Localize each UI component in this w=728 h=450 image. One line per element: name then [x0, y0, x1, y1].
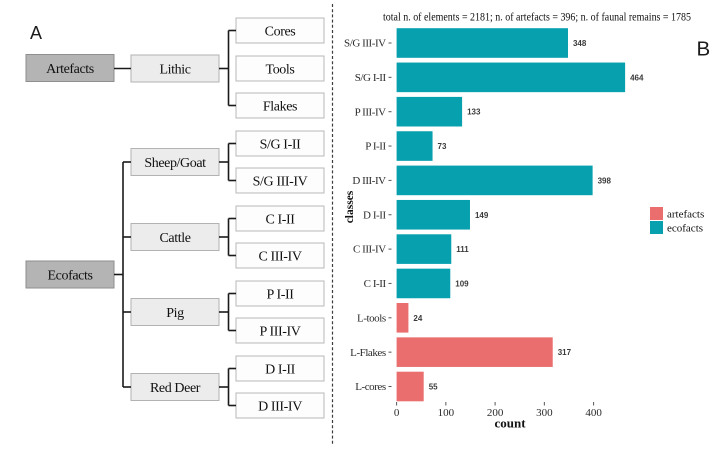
svg-text:L-Flakes: L-Flakes	[350, 347, 386, 359]
svg-text:348: 348	[573, 39, 587, 48]
svg-text:55: 55	[429, 383, 438, 392]
svg-text:ecofacts: ecofacts	[667, 223, 703, 235]
svg-text:Lithic: Lithic	[159, 62, 190, 77]
svg-text:B: B	[697, 37, 711, 60]
svg-text:Tools: Tools	[266, 62, 295, 77]
svg-text:A: A	[30, 23, 42, 43]
svg-text:Flakes: Flakes	[263, 99, 297, 114]
svg-text:24: 24	[413, 314, 422, 323]
svg-text:100: 100	[438, 407, 455, 419]
svg-text:C I-II: C I-II	[364, 278, 387, 290]
svg-text:Ecofacts: Ecofacts	[48, 268, 93, 283]
svg-text:P I-II: P I-II	[365, 141, 386, 153]
svg-text:109: 109	[455, 279, 469, 288]
svg-text:L-cores: L-cores	[355, 381, 386, 393]
svg-text:P III-IV: P III-IV	[355, 106, 387, 118]
svg-text:73: 73	[438, 142, 447, 151]
svg-text:Pig: Pig	[166, 306, 184, 321]
svg-text:C III-IV: C III-IV	[353, 244, 386, 256]
svg-text:C I-II: C I-II	[265, 212, 295, 227]
svg-text:S/G I-II: S/G I-II	[355, 72, 387, 84]
svg-text:L-tools: L-tools	[357, 312, 386, 324]
svg-text:Artefacts: Artefacts	[46, 62, 94, 77]
svg-text:total n. of elements = 2181; n: total n. of elements = 2181; n. of artef…	[383, 12, 691, 24]
svg-text:317: 317	[558, 348, 572, 357]
svg-text:D III-IV: D III-IV	[352, 175, 386, 187]
svg-text:400: 400	[585, 407, 602, 419]
svg-text:D III-IV: D III-IV	[258, 399, 302, 414]
svg-text:464: 464	[630, 73, 644, 82]
svg-text:P III-IV: P III-IV	[260, 324, 301, 339]
svg-text:Cores: Cores	[265, 24, 296, 39]
svg-text:D I-II: D I-II	[363, 209, 386, 221]
svg-text:111: 111	[456, 245, 469, 254]
svg-text:S/G III-IV: S/G III-IV	[253, 174, 308, 189]
svg-text:200: 200	[487, 407, 504, 419]
svg-text:classes: classes	[344, 190, 356, 223]
svg-text:Red Deer: Red Deer	[150, 381, 201, 396]
svg-text:S/G III-IV: S/G III-IV	[344, 38, 386, 50]
svg-text:artefacts: artefacts	[667, 209, 704, 221]
svg-text:149: 149	[475, 211, 489, 220]
svg-text:Cattle: Cattle	[159, 231, 190, 246]
svg-text:S/G I-II: S/G I-II	[260, 137, 301, 152]
svg-text:300: 300	[536, 407, 553, 419]
svg-text:133: 133	[467, 108, 481, 117]
svg-text:398: 398	[598, 176, 612, 185]
svg-text:0: 0	[394, 407, 400, 419]
svg-text:C III-IV: C III-IV	[258, 249, 301, 264]
svg-text:Sheep/Goat: Sheep/Goat	[144, 156, 206, 171]
svg-text:count: count	[494, 416, 526, 431]
svg-text:P I-II: P I-II	[266, 287, 294, 302]
svg-text:D I-II: D I-II	[265, 362, 296, 377]
